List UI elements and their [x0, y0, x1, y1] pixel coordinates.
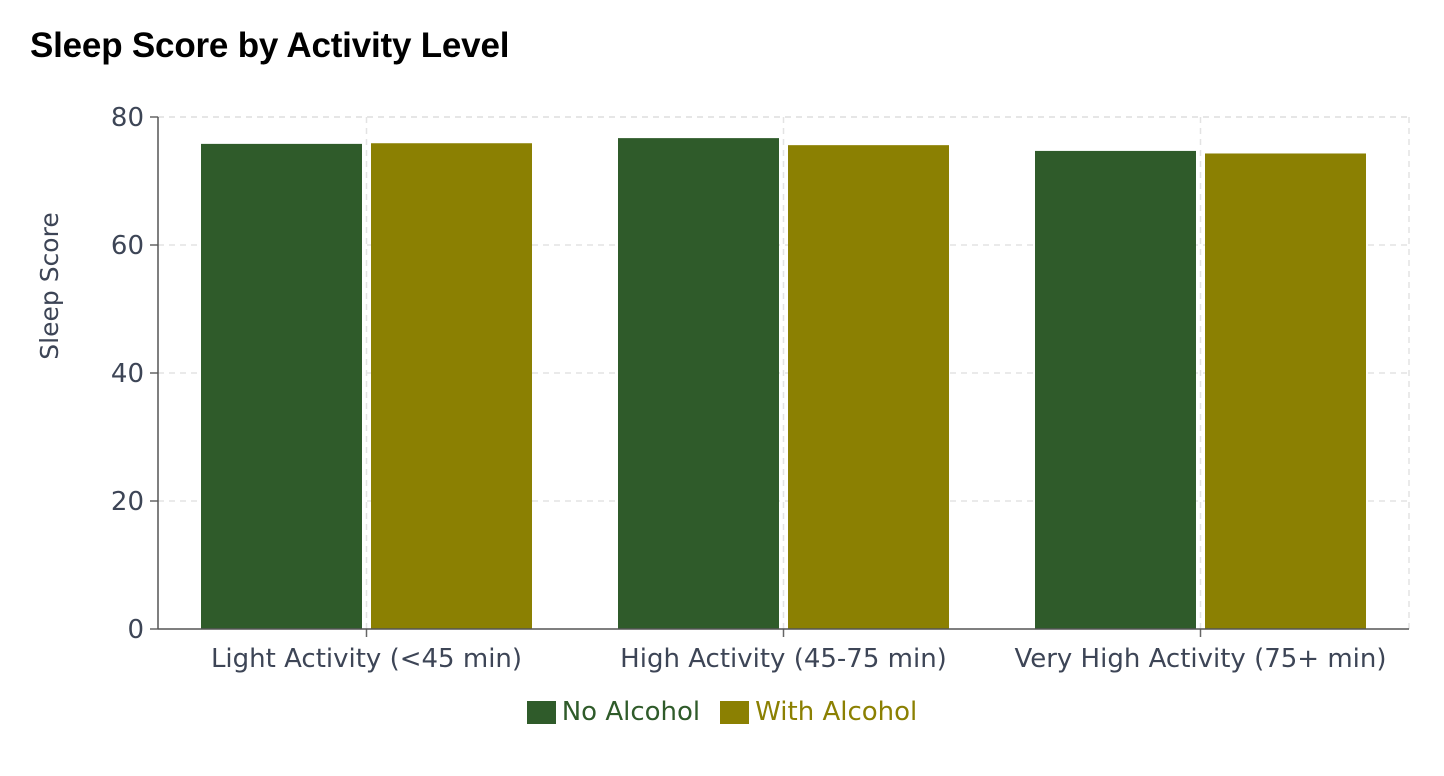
legend-swatch — [720, 700, 750, 724]
bar-chart: 0 20 40 60 80 Light Activity (<45 min) High Ac… — [35, 103, 1410, 674]
legend: No Alcohol With Alcohol — [0, 697, 1444, 727]
bar-with-alcohol — [371, 143, 532, 630]
bar-with-alcohol — [1205, 153, 1366, 630]
legend-label: With Alcohol — [755, 697, 918, 727]
bar-no-alcohol — [1035, 150, 1196, 630]
y-tick-label: 80 — [111, 103, 144, 133]
y-tick-label: 60 — [111, 231, 144, 261]
axes — [150, 116, 1409, 637]
bar-with-alcohol — [788, 145, 949, 629]
legend-label: No Alcohol — [561, 697, 701, 727]
x-tick-label: High Activity (45-75 min) — [620, 644, 947, 674]
x-tick-label: Very High Activity (75+ min) — [1014, 644, 1386, 674]
grid-lines — [158, 116, 1410, 629]
tick-labels: 0 20 40 60 80 Light Activity (<45 min) High Ac… — [111, 103, 1387, 674]
y-tick-label: 40 — [111, 359, 144, 389]
y-axis-title: Sleep Score — [35, 212, 64, 359]
legend-item-no-alcohol[interactable]: No Alcohol — [526, 697, 701, 727]
bars — [201, 138, 1366, 630]
chart-title: Sleep Score by Activity Level — [30, 26, 510, 65]
bar-no-alcohol — [201, 143, 362, 629]
bar-no-alcohol — [618, 138, 779, 629]
legend-swatch — [526, 700, 556, 724]
y-tick-label: 0 — [127, 615, 144, 645]
y-tick-label: 20 — [111, 487, 144, 517]
x-tick-label: Light Activity (<45 min) — [211, 644, 522, 674]
legend-item-with-alcohol[interactable]: With Alcohol — [720, 697, 917, 727]
